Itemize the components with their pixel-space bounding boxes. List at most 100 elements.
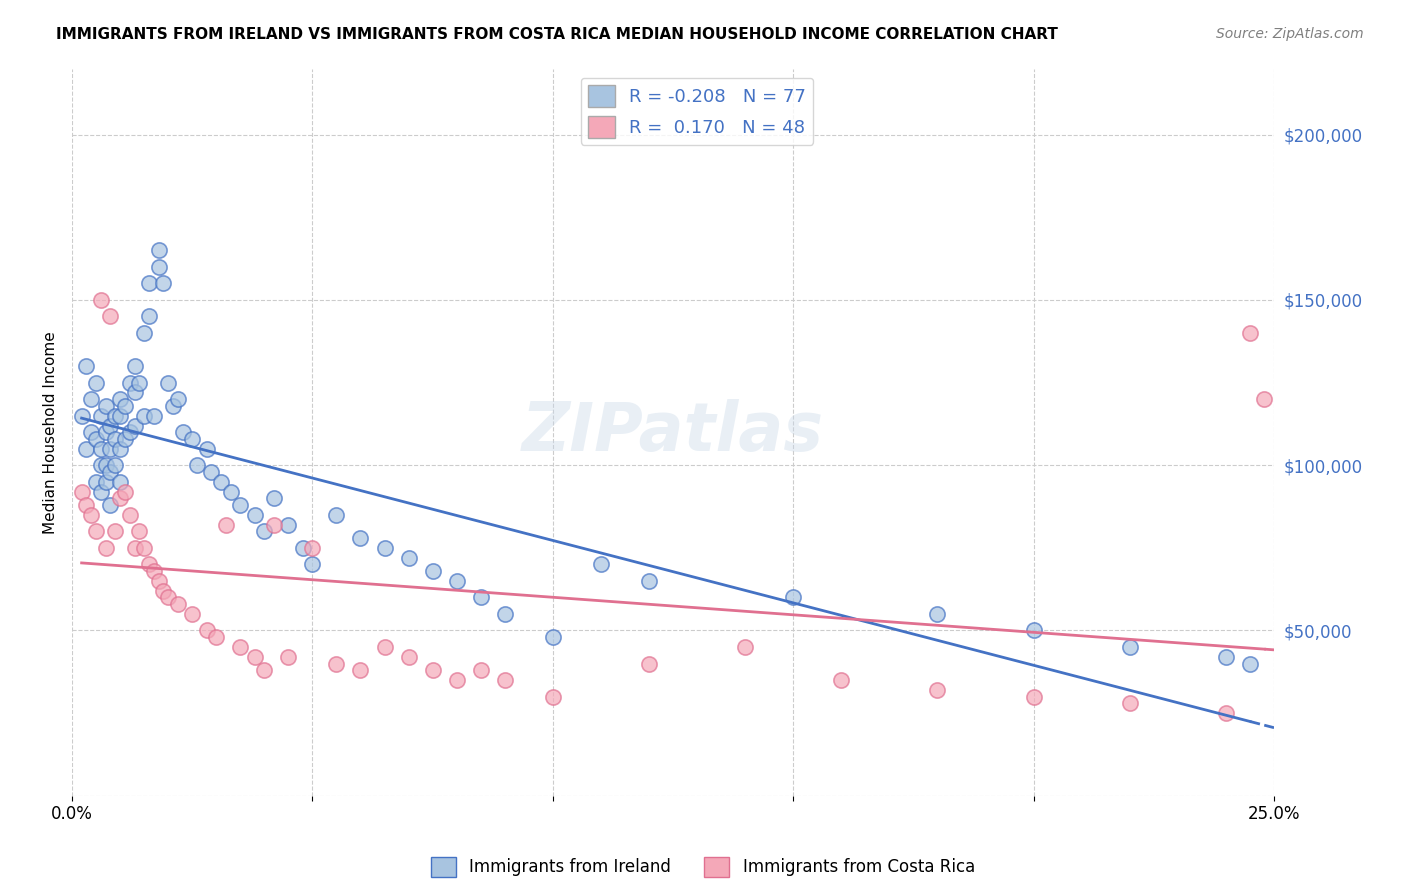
Immigrants from Costa Rica <box>205 630 228 644</box>
Immigrants from Ireland <box>172 425 194 439</box>
Immigrants from Ireland <box>124 385 146 400</box>
Immigrants from Ireland <box>243 508 266 522</box>
Immigrants from Ireland <box>94 475 117 489</box>
Immigrants from Ireland <box>90 458 112 473</box>
Immigrants from Ireland <box>589 558 612 572</box>
Immigrants from Costa Rica <box>1022 690 1045 704</box>
Immigrants from Ireland <box>118 425 141 439</box>
Immigrants from Ireland <box>94 458 117 473</box>
Immigrants from Ireland <box>90 442 112 456</box>
Immigrants from Ireland <box>195 442 218 456</box>
Immigrants from Ireland <box>100 418 122 433</box>
Immigrants from Costa Rica <box>541 690 564 704</box>
Immigrants from Ireland <box>75 442 97 456</box>
Immigrants from Ireland <box>1119 640 1142 654</box>
Immigrants from Costa Rica <box>325 657 347 671</box>
Text: IMMIGRANTS FROM IRELAND VS IMMIGRANTS FROM COSTA RICA MEDIAN HOUSEHOLD INCOME CO: IMMIGRANTS FROM IRELAND VS IMMIGRANTS FR… <box>56 27 1059 42</box>
Immigrants from Ireland <box>90 484 112 499</box>
Immigrants from Costa Rica <box>215 517 238 532</box>
Immigrants from Ireland <box>100 465 122 479</box>
Immigrants from Ireland <box>186 458 208 473</box>
Immigrants from Ireland <box>263 491 285 506</box>
Immigrants from Costa Rica <box>263 517 285 532</box>
Immigrants from Costa Rica <box>398 649 420 664</box>
Immigrants from Ireland <box>398 550 420 565</box>
Immigrants from Costa Rica <box>446 673 468 687</box>
Immigrants from Costa Rica <box>1119 696 1142 710</box>
Immigrants from Ireland <box>84 376 107 390</box>
Immigrants from Ireland <box>162 399 184 413</box>
Immigrants from Ireland <box>1215 649 1237 664</box>
Immigrants from Costa Rica <box>70 484 93 499</box>
Immigrants from Costa Rica <box>927 683 949 698</box>
Immigrants from Costa Rica <box>181 607 204 621</box>
Immigrants from Ireland <box>84 432 107 446</box>
Immigrants from Costa Rica <box>94 541 117 555</box>
Immigrants from Ireland <box>219 484 242 499</box>
Immigrants from Ireland <box>349 531 371 545</box>
Immigrants from Ireland <box>75 359 97 373</box>
Immigrants from Costa Rica <box>349 663 371 677</box>
Immigrants from Ireland <box>148 260 170 274</box>
Immigrants from Ireland <box>446 574 468 588</box>
Immigrants from Ireland <box>124 418 146 433</box>
Immigrants from Ireland <box>209 475 232 489</box>
Immigrants from Ireland <box>541 630 564 644</box>
Immigrants from Ireland <box>301 558 323 572</box>
Legend: Immigrants from Ireland, Immigrants from Costa Rica: Immigrants from Ireland, Immigrants from… <box>425 850 981 884</box>
Immigrants from Costa Rica <box>373 640 395 654</box>
Immigrants from Costa Rica <box>142 564 165 578</box>
Immigrants from Ireland <box>80 425 103 439</box>
Immigrants from Costa Rica <box>195 624 218 638</box>
Immigrants from Costa Rica <box>104 524 127 539</box>
Immigrants from Ireland <box>138 310 160 324</box>
Immigrants from Ireland <box>70 409 93 423</box>
Text: ZIPatlas: ZIPatlas <box>522 399 824 465</box>
Immigrants from Costa Rica <box>148 574 170 588</box>
Immigrants from Ireland <box>100 498 122 512</box>
Immigrants from Costa Rica <box>1215 706 1237 720</box>
Immigrants from Costa Rica <box>152 583 174 598</box>
Immigrants from Costa Rica <box>470 663 492 677</box>
Immigrants from Costa Rica <box>494 673 516 687</box>
Immigrants from Costa Rica <box>90 293 112 307</box>
Immigrants from Costa Rica <box>118 508 141 522</box>
Immigrants from Ireland <box>148 244 170 258</box>
Immigrants from Costa Rica <box>157 591 180 605</box>
Immigrants from Costa Rica <box>422 663 444 677</box>
Immigrants from Costa Rica <box>100 310 122 324</box>
Immigrants from Costa Rica <box>1239 326 1261 340</box>
Immigrants from Ireland <box>1239 657 1261 671</box>
Immigrants from Ireland <box>157 376 180 390</box>
Immigrants from Ireland <box>94 425 117 439</box>
Immigrants from Ireland <box>80 392 103 406</box>
Immigrants from Ireland <box>114 432 136 446</box>
Immigrants from Ireland <box>104 458 127 473</box>
Immigrants from Costa Rica <box>830 673 852 687</box>
Immigrants from Ireland <box>84 475 107 489</box>
Immigrants from Ireland <box>927 607 949 621</box>
Immigrants from Ireland <box>94 399 117 413</box>
Immigrants from Ireland <box>1022 624 1045 638</box>
Immigrants from Ireland <box>104 409 127 423</box>
Immigrants from Ireland <box>104 432 127 446</box>
Immigrants from Costa Rica <box>253 663 276 677</box>
Immigrants from Ireland <box>118 376 141 390</box>
Text: Source: ZipAtlas.com: Source: ZipAtlas.com <box>1216 27 1364 41</box>
Immigrants from Ireland <box>152 277 174 291</box>
Immigrants from Ireland <box>142 409 165 423</box>
Y-axis label: Median Household Income: Median Household Income <box>44 331 58 533</box>
Immigrants from Costa Rica <box>80 508 103 522</box>
Immigrants from Costa Rica <box>243 649 266 664</box>
Immigrants from Ireland <box>108 475 131 489</box>
Immigrants from Costa Rica <box>128 524 150 539</box>
Immigrants from Ireland <box>124 359 146 373</box>
Immigrants from Ireland <box>373 541 395 555</box>
Immigrants from Costa Rica <box>166 597 188 611</box>
Immigrants from Ireland <box>108 409 131 423</box>
Immigrants from Ireland <box>166 392 188 406</box>
Immigrants from Costa Rica <box>134 541 156 555</box>
Immigrants from Ireland <box>134 409 156 423</box>
Immigrants from Ireland <box>470 591 492 605</box>
Immigrants from Costa Rica <box>124 541 146 555</box>
